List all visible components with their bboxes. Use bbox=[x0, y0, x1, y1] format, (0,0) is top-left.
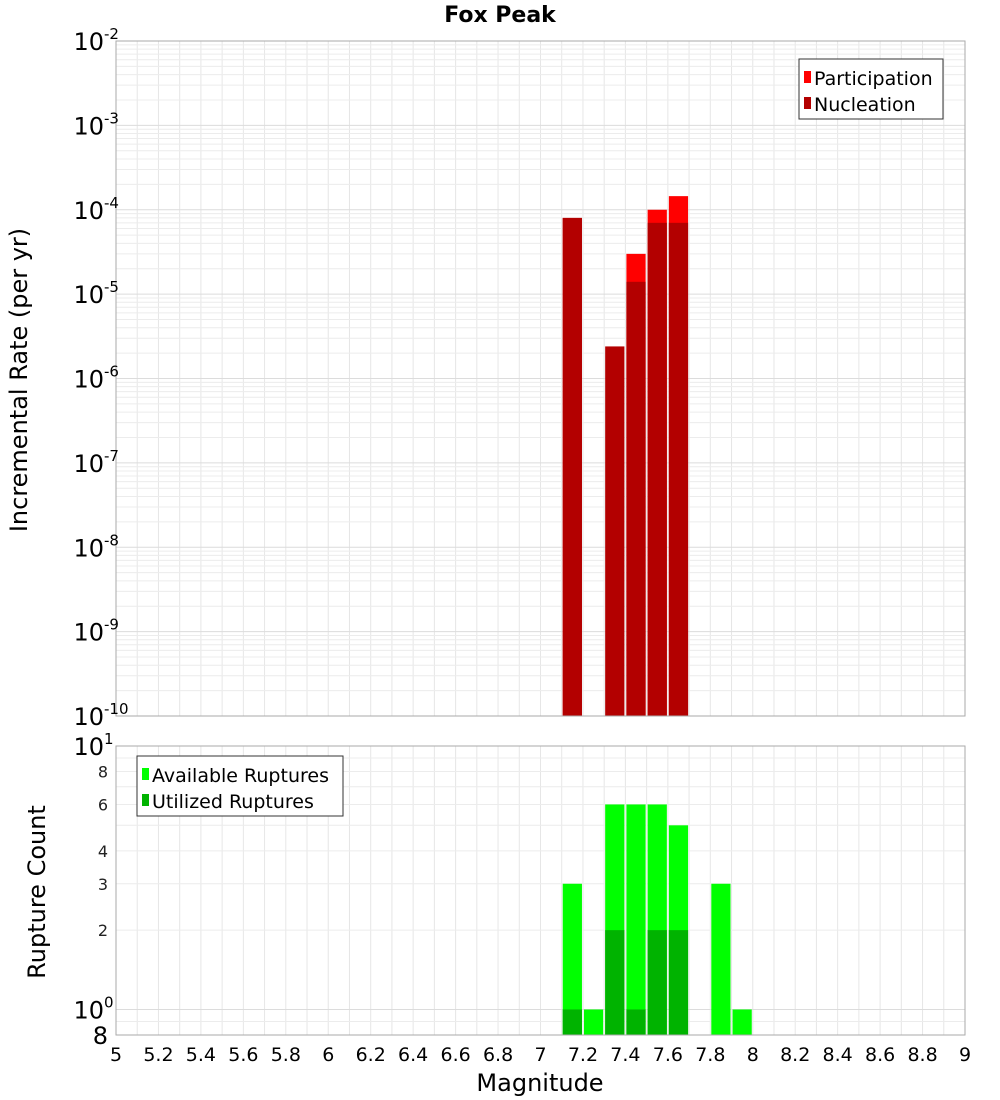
nucleation-bar bbox=[605, 346, 625, 716]
y-tick-label: 8 bbox=[93, 1022, 108, 1050]
y-tick-exponent: -5 bbox=[104, 278, 119, 296]
legend-box bbox=[798, 58, 944, 120]
available-ruptures-bar bbox=[562, 883, 582, 1035]
y-tick-label: 10 bbox=[73, 534, 104, 562]
nucleation-bar bbox=[647, 222, 667, 716]
legend-label: Available Ruptures bbox=[152, 765, 329, 787]
x-tick-label: 7 bbox=[534, 1044, 546, 1066]
y-tick-exponent: -6 bbox=[104, 363, 119, 381]
y-tick-label: 6 bbox=[98, 795, 108, 814]
chart-title: Fox Peak bbox=[444, 3, 557, 28]
y-tick-label: 10 bbox=[73, 733, 104, 761]
x-tick-label: 8 bbox=[747, 1044, 759, 1066]
utilized-ruptures-bar bbox=[562, 1009, 582, 1035]
y-tick-exponent: -4 bbox=[104, 194, 119, 212]
available-ruptures-bar bbox=[711, 883, 731, 1035]
y-tick-exponent: -10 bbox=[104, 700, 129, 718]
available-ruptures-bar bbox=[583, 1009, 604, 1035]
legend: Available Ruptures Utilized Ruptures bbox=[136, 755, 344, 817]
x-tick-label: 7.6 bbox=[653, 1044, 683, 1066]
y-tick-label: 2 bbox=[98, 921, 108, 940]
available-ruptures-bar bbox=[626, 804, 646, 1035]
y-tick-label: 10 bbox=[73, 112, 104, 140]
nucleation-bar bbox=[668, 222, 689, 716]
plot-frame bbox=[115, 745, 966, 1036]
y-tick-exponent: -8 bbox=[104, 531, 119, 549]
legend-swatch bbox=[142, 768, 149, 780]
y-tick-label: 4 bbox=[98, 842, 108, 861]
y-tick-label: 10 bbox=[73, 366, 104, 394]
plot-frame bbox=[115, 40, 966, 717]
x-tick-label: 7.8 bbox=[695, 1044, 725, 1066]
gridlines bbox=[115, 40, 966, 717]
x-tick-label: 5.4 bbox=[186, 1044, 216, 1066]
legend: Participation Nucleation bbox=[798, 58, 944, 120]
y-tick-label: 10 bbox=[73, 450, 104, 478]
y-tick-exponent: -3 bbox=[104, 109, 119, 127]
legend-swatch bbox=[142, 794, 149, 806]
x-axis-label: Magnitude bbox=[476, 1069, 603, 1097]
legend-label: Nucleation bbox=[814, 94, 916, 116]
top-y-axis-label: Incremental Rate (per yr) bbox=[5, 228, 33, 532]
x-tick-label: 5.2 bbox=[143, 1044, 173, 1066]
y-tick-exponent: -2 bbox=[104, 25, 119, 43]
y-tick-exponent: 0 bbox=[104, 993, 114, 1011]
y-tick-exponent: 1 bbox=[104, 730, 114, 748]
x-tick-label: 6 bbox=[322, 1044, 334, 1066]
available-ruptures-bar bbox=[732, 1009, 752, 1035]
bars bbox=[562, 196, 689, 716]
y-tick-exponent: -7 bbox=[104, 447, 119, 465]
x-axis-ticks: 5 5.2 5.4 5.6 5.8 6 6.2 6.4 6.6 6.8 7 7.2 7.4 7.6 7.8 8… bbox=[110, 1044, 971, 1066]
y-tick-label: 10 bbox=[73, 703, 104, 731]
x-tick-label: 6.8 bbox=[483, 1044, 513, 1066]
bottom-y-axis-label: Rupture Count bbox=[23, 805, 51, 979]
y-tick-label: 10 bbox=[73, 619, 104, 647]
legend-label: Utilized Ruptures bbox=[152, 791, 314, 813]
x-tick-label: 9 bbox=[959, 1044, 971, 1066]
x-tick-label: 5.6 bbox=[228, 1044, 258, 1066]
x-tick-label: 6.6 bbox=[440, 1044, 470, 1066]
y-tick-label: 10 bbox=[73, 996, 104, 1024]
x-tick-label: 8.2 bbox=[780, 1044, 810, 1066]
y-tick-exponent: -9 bbox=[104, 616, 119, 634]
x-tick-label: 7.2 bbox=[568, 1044, 598, 1066]
utilized-ruptures-bar bbox=[626, 1009, 646, 1035]
y-tick-label: 10 bbox=[73, 197, 104, 225]
x-tick-label: 8.4 bbox=[823, 1044, 853, 1066]
x-tick-label: 6.4 bbox=[398, 1044, 428, 1066]
x-tick-label: 8.6 bbox=[865, 1044, 895, 1066]
y-tick-label: 3 bbox=[98, 875, 108, 894]
legend-box bbox=[136, 755, 344, 817]
bars bbox=[562, 804, 752, 1035]
x-tick-label: 6.2 bbox=[356, 1044, 386, 1066]
y-tick-label: 10 bbox=[73, 28, 104, 56]
utilized-ruptures-bar bbox=[605, 930, 625, 1035]
nucleation-bar bbox=[626, 281, 646, 716]
legend-swatch bbox=[804, 71, 811, 83]
x-tick-label: 5.8 bbox=[271, 1044, 301, 1066]
y-tick-label: 10 bbox=[73, 281, 104, 309]
legend-label: Participation bbox=[814, 68, 933, 90]
utilized-ruptures-bar bbox=[668, 930, 689, 1035]
y-tick-label: 8 bbox=[98, 763, 108, 782]
x-tick-label: 8.8 bbox=[907, 1044, 937, 1066]
nucleation-bar bbox=[562, 217, 582, 716]
legend-swatch bbox=[804, 97, 811, 109]
utilized-ruptures-bar bbox=[647, 930, 667, 1035]
x-tick-label: 7.4 bbox=[610, 1044, 640, 1066]
x-tick-label: 5 bbox=[110, 1044, 122, 1066]
